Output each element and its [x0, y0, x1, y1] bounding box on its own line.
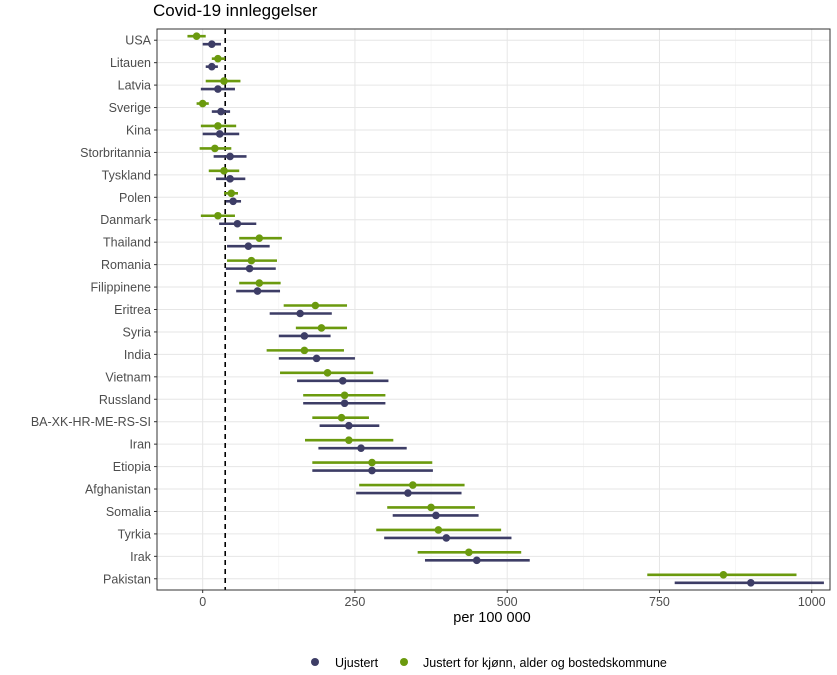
y-tick-label: Eritrea	[114, 303, 151, 317]
y-tick-label: Somalia	[106, 505, 151, 519]
y-tick-label: India	[124, 348, 151, 362]
point-polen	[227, 189, 236, 198]
point-ba-xk-hr-me-rs-si	[337, 413, 346, 422]
y-tick-label: Iran	[129, 438, 151, 452]
point-afghanistan	[404, 489, 412, 497]
point-filippinene	[255, 279, 264, 287]
x-tick-label: 250	[345, 595, 366, 609]
point-latvia	[220, 77, 228, 85]
point-usa	[208, 40, 216, 49]
point-sverige	[198, 99, 207, 108]
y-tick-label: Tyskland	[102, 168, 151, 182]
point-storbritannia	[211, 144, 219, 153]
y-tick-label: Afghanistan	[85, 483, 151, 497]
y-tick-label: Tyrkia	[118, 527, 151, 541]
point-eritrea	[311, 301, 320, 310]
point-russland	[340, 391, 349, 400]
y-tick-label: Danmark	[100, 213, 151, 227]
x-axis: 0 250 500 750 1000	[199, 590, 826, 609]
point-pakistan	[719, 570, 728, 579]
legend-label-ujustert: Ujustert	[335, 656, 379, 670]
y-tick-label: Irak	[130, 550, 152, 564]
point-pakistan	[747, 578, 755, 587]
y-tick-label: Latvia	[118, 79, 151, 93]
chart-title: Covid-19 innleggelser	[153, 1, 318, 20]
y-tick-label: Russland	[99, 393, 151, 407]
grid	[157, 29, 830, 590]
point-afghanistan	[409, 481, 417, 489]
point-polen	[229, 197, 237, 206]
x-tick-label: 500	[497, 595, 518, 609]
legend-marker-justert	[400, 658, 408, 666]
point-tyrkia	[434, 526, 443, 534]
point-romania	[247, 256, 256, 265]
y-tick-label: Filippinene	[91, 281, 152, 295]
series-group	[187, 32, 824, 587]
y-tick-label: Romania	[101, 258, 151, 272]
y-tick-label: Thailand	[103, 236, 151, 250]
y-tick-label: USA	[125, 34, 151, 48]
point-litauen	[214, 54, 222, 63]
y-tick-label: Storbritannia	[80, 146, 151, 160]
y-tick-label: BA-XK-HR-ME-RS-SI	[31, 415, 151, 429]
point-ba-xk-hr-me-rs-si	[345, 421, 353, 430]
y-tick-label: Pakistan	[103, 572, 151, 586]
y-tick-label: Syria	[123, 325, 152, 339]
point-india	[300, 346, 309, 355]
point-kina	[215, 130, 224, 138]
point-kina	[214, 122, 222, 130]
point-vietnam	[323, 369, 332, 377]
point-tyrkia	[442, 534, 451, 542]
point-syria	[300, 332, 309, 340]
point-etiopia	[368, 458, 376, 467]
y-tick-label: Sverige	[109, 101, 151, 115]
point-filippinene	[253, 287, 262, 295]
point-irak	[465, 548, 473, 557]
x-tick-label: 0	[199, 595, 206, 609]
y-tick-label: Vietnam	[105, 370, 151, 384]
x-axis-title: per 100 000	[453, 610, 530, 626]
point-somalia	[427, 503, 435, 512]
y-tick-label: Etiopia	[113, 460, 151, 474]
point-danmark	[214, 211, 222, 220]
y-tick-label: Polen	[119, 191, 151, 205]
legend-marker-ujustert	[311, 658, 319, 666]
point-irak	[472, 556, 481, 565]
x-tick-label: 1000	[798, 595, 826, 609]
point-india	[312, 354, 321, 363]
y-axis: USA Litauen Latvia Sverige Kina Storbritannia…	[31, 34, 157, 586]
point-eritrea	[296, 309, 304, 318]
point-sverige	[217, 107, 225, 116]
point-tyskland	[220, 167, 228, 175]
point-etiopia	[368, 466, 376, 475]
point-russland	[340, 399, 349, 408]
point-somalia	[432, 511, 440, 520]
point-thailand	[255, 234, 264, 242]
point-iran	[357, 444, 365, 452]
point-iran	[345, 436, 353, 444]
point-danmark	[233, 219, 242, 228]
y-tick-label: Kina	[126, 123, 151, 137]
legend: Ujustert Justert for kjønn, alder og bos…	[311, 656, 667, 670]
point-tyskland	[226, 175, 234, 183]
x-tick-label: 750	[649, 595, 670, 609]
point-storbritannia	[226, 152, 234, 161]
point-latvia	[214, 85, 222, 93]
point-syria	[317, 324, 326, 332]
y-tick-label: Litauen	[110, 56, 151, 70]
series-justert	[187, 32, 797, 579]
legend-label-justert: Justert for kjønn, alder og bostedskommu…	[423, 656, 667, 670]
point-thailand	[244, 242, 253, 250]
point-litauen	[208, 62, 216, 71]
point-romania	[245, 264, 254, 273]
point-usa	[192, 32, 201, 41]
series-ujustert	[200, 40, 824, 587]
point-vietnam	[338, 377, 347, 385]
